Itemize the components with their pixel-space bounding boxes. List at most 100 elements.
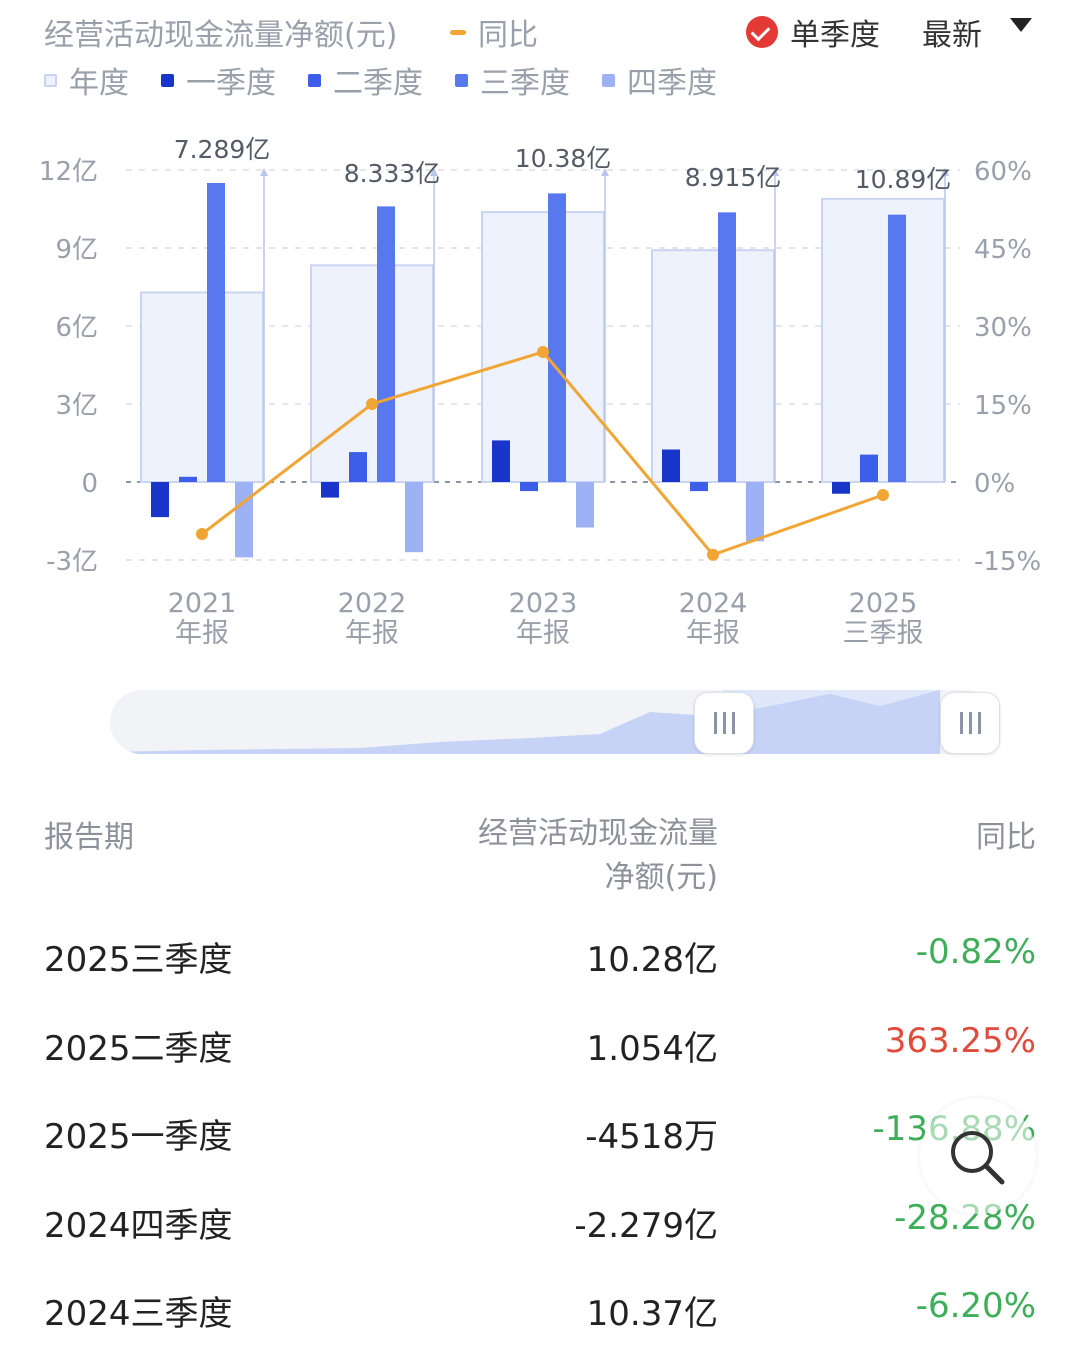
- bar-q1: [151, 482, 169, 518]
- slider-overview-area: [110, 690, 940, 754]
- label-leader-arrow: [601, 168, 609, 176]
- y-tick-left: 12亿: [39, 157, 98, 187]
- bar-annual: [821, 197, 945, 484]
- x-tick-label-year: 2023: [509, 588, 578, 619]
- x-tick-label-year: 2022: [338, 588, 407, 619]
- x-tick-label-type: 年报: [345, 618, 399, 649]
- series-legend: 年度 一季度 二季度 三季度 四季度: [44, 58, 749, 102]
- legend-item-annual[interactable]: 年度: [44, 58, 129, 102]
- cell-period: 2025一季度: [44, 1117, 233, 1157]
- legend-item-q4[interactable]: 四季度: [602, 58, 717, 102]
- bar-annual: [140, 291, 264, 483]
- legend-label: 三季度: [480, 66, 570, 101]
- bar-q1: [832, 482, 850, 494]
- bar-q1: [662, 449, 680, 482]
- cell-period: 2025三季度: [44, 940, 233, 980]
- cell-yoy: 363.25%: [884, 1020, 1036, 1061]
- bar-annual: [310, 264, 434, 483]
- slider-area-shape: [110, 690, 940, 754]
- cell-period: 2024四季度: [44, 1205, 233, 1246]
- legend-item-q2[interactable]: 二季度: [308, 58, 423, 102]
- y-tick-right: 45%: [974, 235, 1032, 265]
- yoy-line-swatch: [450, 29, 466, 35]
- label-leader-arrow: [430, 168, 438, 176]
- y-tick-right: 0%: [974, 469, 1015, 499]
- header-value-line2: 净额(元): [604, 860, 718, 895]
- bar-q3: [377, 206, 395, 482]
- search-icon: [951, 1131, 1005, 1185]
- yoy-point: [707, 548, 719, 561]
- table-row[interactable]: 2025一季度 -4518万 -136.88%: [0, 1087, 1080, 1176]
- header-period[interactable]: 报告期: [44, 820, 134, 855]
- label-leader-arrow: [941, 168, 949, 176]
- y-tick-right: 30%: [974, 313, 1032, 343]
- legend-item-q3[interactable]: 三季度: [455, 58, 570, 102]
- y-tick-left: 6亿: [55, 313, 98, 343]
- legend-yoy[interactable]: 同比: [450, 10, 538, 54]
- y-tick-left: 0: [81, 469, 98, 499]
- x-tick-label-year: 2025: [849, 588, 918, 619]
- cell-value: -4518万: [585, 1117, 718, 1157]
- bar-q2: [179, 476, 197, 482]
- table-row[interactable]: 2025三季度 10.28亿 -0.82%: [0, 910, 1080, 999]
- yoy-point: [877, 489, 889, 501]
- cell-value: 1.054亿: [586, 1028, 718, 1069]
- cell-period: 2025二季度: [44, 1028, 233, 1069]
- x-tick-label-year: 2024: [679, 588, 748, 619]
- header-yoy[interactable]: 同比: [976, 820, 1036, 855]
- legend-label: 一季度: [186, 66, 276, 101]
- data-label-annual: 10.89亿: [855, 165, 952, 194]
- legend-swatch: [308, 73, 321, 87]
- latest-dropdown[interactable]: 最新: [922, 10, 1032, 54]
- slider-right-handle[interactable]: [940, 692, 1000, 754]
- slider-left-handle[interactable]: [694, 692, 754, 754]
- bar-q2: [690, 482, 708, 492]
- cell-yoy: -0.82%: [915, 932, 1036, 972]
- bar-annual: [651, 249, 775, 483]
- range-slider-track[interactable]: [110, 690, 1000, 754]
- cashflow-chart[interactable]: 12亿 60% 9亿 45% 6亿 30% 3亿 15% 0 0% -3亿 -15% 7.289亿 202…: [0, 120, 1080, 660]
- label-leader-arrow: [260, 168, 268, 176]
- bar-q2: [349, 452, 367, 482]
- header-value-line1: 经营活动现金流量: [478, 816, 718, 851]
- data-label-annual: 7.289亿: [174, 135, 271, 164]
- legend-swatch: [44, 73, 57, 87]
- table-row[interactable]: 2025二季度 1.054亿 363.25%: [0, 999, 1080, 1088]
- y-tick-right: 60%: [974, 157, 1032, 187]
- cell-value: 10.37亿: [586, 1294, 718, 1334]
- single-quarter-label: 单季度: [790, 18, 880, 53]
- y-tick-right: 15%: [974, 391, 1032, 421]
- y-tick-left: -3亿: [46, 547, 98, 577]
- single-quarter-toggle[interactable]: 单季度: [746, 10, 880, 54]
- latest-label: 最新: [922, 18, 982, 53]
- x-tick-label-year: 2021: [168, 588, 237, 619]
- data-table: 报告期 经营活动现金流量 净额(元) 同比 2025三季度 10.28亿 -0.…: [0, 800, 1080, 1353]
- table-row[interactable]: 2024四季度 -2.279亿 -28.28%: [0, 1176, 1080, 1265]
- header-value[interactable]: 经营活动现金流量 净额(元): [418, 812, 718, 900]
- search-button[interactable]: [920, 1098, 1036, 1214]
- cell-period: 2024三季度: [44, 1294, 233, 1334]
- bar-q4: [746, 482, 764, 542]
- legend-swatch: [602, 73, 615, 87]
- label-leader-arrow: [771, 168, 779, 176]
- chart-title: 经营活动现金流量净额(元): [44, 18, 398, 53]
- yoy-point: [366, 398, 378, 410]
- data-label-annual: 8.333亿: [344, 159, 441, 188]
- data-label-annual: 8.915亿: [685, 163, 782, 192]
- caret-down-icon: [1010, 18, 1032, 32]
- table-header: 报告期 经营活动现金流量 净额(元) 同比: [0, 800, 1080, 910]
- bar-q3: [548, 193, 566, 482]
- legend-item-q1[interactable]: 一季度: [161, 58, 276, 102]
- legend-label: 四季度: [627, 66, 717, 101]
- bar-q1: [321, 482, 339, 498]
- bar-q3: [207, 183, 225, 482]
- y-tick-left: 3亿: [55, 391, 98, 421]
- table-row[interactable]: 2024三季度 10.37亿 -6.20%: [0, 1264, 1080, 1353]
- bar-q4: [235, 482, 253, 558]
- cell-value: -2.279亿: [574, 1205, 718, 1246]
- legend-swatch: [455, 73, 468, 87]
- bar-q1: [492, 440, 510, 482]
- data-label-annual: 10.38亿: [515, 144, 612, 173]
- legend-yoy-label: 同比: [478, 18, 538, 53]
- legend-label: 年度: [69, 66, 129, 101]
